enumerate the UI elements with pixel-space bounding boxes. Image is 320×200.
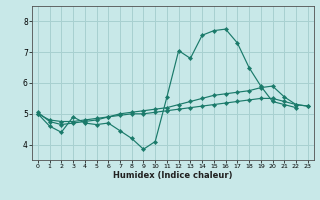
X-axis label: Humidex (Indice chaleur): Humidex (Indice chaleur) <box>113 171 233 180</box>
